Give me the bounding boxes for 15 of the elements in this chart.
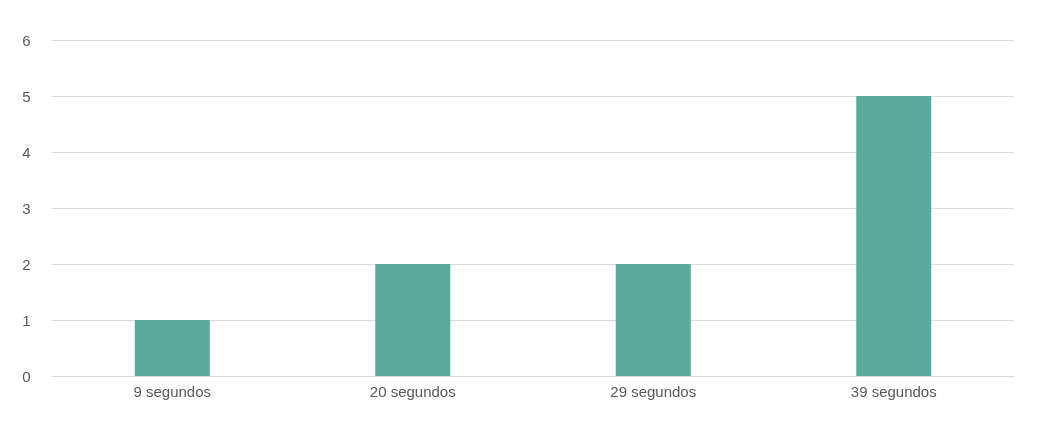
y-tick-label: 1 (22, 311, 31, 329)
y-tick-label: 2 (22, 255, 31, 273)
y-tick-label: 0 (22, 367, 31, 385)
bar (856, 96, 932, 376)
x-tick-label: 29 segundos (610, 382, 697, 400)
x-tick-label: 39 segundos (850, 382, 937, 400)
y-tick-label: 5 (22, 87, 31, 105)
x-tick-label: 20 segundos (369, 382, 456, 400)
x-tick-label: 9 segundos (133, 382, 212, 400)
bar (615, 264, 691, 376)
bar (375, 264, 451, 376)
bar (134, 320, 210, 376)
y-tick-label: 6 (22, 31, 31, 49)
y-tick-label: 3 (22, 199, 31, 217)
y-tick-label: 4 (22, 143, 31, 161)
